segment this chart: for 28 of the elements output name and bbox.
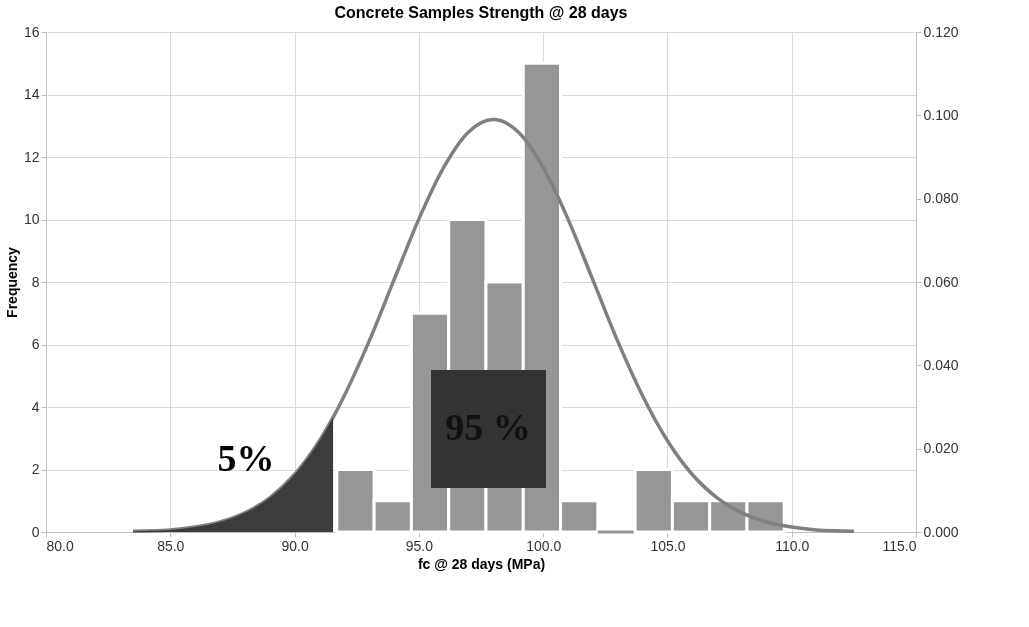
y-tick-label: 4	[31, 398, 40, 415]
x-tick-label: 115.0	[882, 537, 917, 554]
y-tick-label: 12	[23, 148, 40, 165]
y-tick-label: 8	[31, 273, 40, 290]
y2-tick-label: 0.000	[923, 523, 959, 540]
x-tick-label: 100.0	[526, 537, 562, 554]
annotation: 5%	[217, 437, 275, 479]
y-tick-label: 10	[23, 211, 40, 227]
y2-tick-label: 0.120	[923, 23, 959, 40]
x-tick-label: 105.0	[650, 537, 686, 554]
y2-tick-label: 0.040	[923, 356, 959, 373]
x-tick-label: 95.0	[405, 537, 434, 554]
y-tick-label: 14	[23, 86, 40, 102]
y2-tick-label: 0.020	[923, 440, 959, 457]
y-tick-label: 2	[31, 461, 40, 477]
x-tick-label: 90.0	[281, 537, 309, 554]
x-tick-label: 80.0	[46, 537, 74, 554]
y-tick-label: 6	[31, 336, 40, 352]
x-axis-title: fc @ 28 days (MPa)	[417, 555, 546, 572]
y2-tick-label: 0.060	[923, 273, 959, 290]
y2-tick-label: 0.100	[923, 106, 959, 123]
y-axis-title: Frequency	[3, 246, 20, 318]
y-tick-label: 0	[31, 523, 40, 540]
y-tick-label: 16	[23, 23, 40, 40]
x-tick-label: 110.0	[775, 537, 810, 554]
x-tick-label: 85.0	[157, 537, 185, 554]
y2-tick-label: 0.080	[923, 190, 959, 207]
chart-title: Concrete Samples Strength @ 28 days	[334, 4, 628, 21]
